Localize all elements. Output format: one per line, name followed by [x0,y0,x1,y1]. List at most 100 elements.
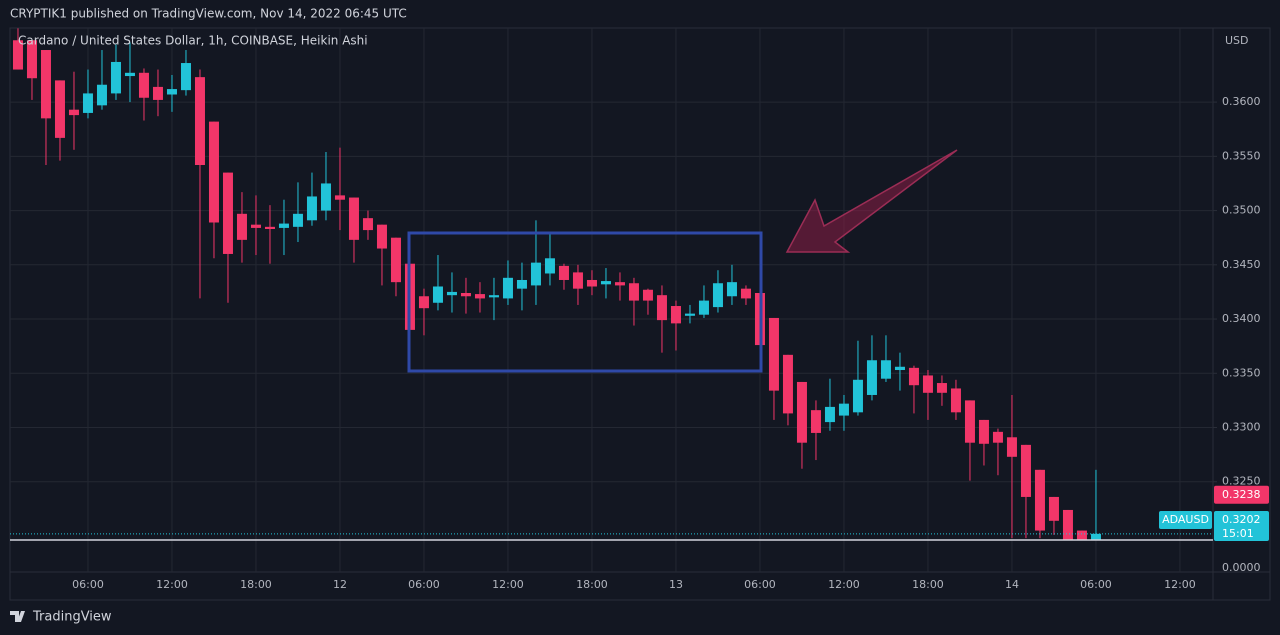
candle-body [810,410,821,433]
candle-body [530,262,541,286]
candle-body [936,383,947,393]
candle-body [992,431,1003,443]
candle-body [544,258,555,274]
arrow [785,149,958,253]
y-tick-label: 0.3350 [1222,366,1261,379]
candles [12,28,1101,540]
y-tick-label: 0.3450 [1222,258,1261,271]
candle-body [460,293,471,297]
x-tick-label: 12:00 [492,578,524,591]
last-price-label: 0.3202 [1222,513,1261,526]
candle-body [180,63,191,91]
candle-body [488,295,499,298]
candle-body [908,367,919,386]
candle-body [96,84,107,106]
candle-body [600,281,611,285]
candle-body [964,400,975,443]
x-tick-label: 06:00 [408,578,440,591]
candle-body [26,40,37,79]
candle-body [306,196,317,221]
chart-title: Cardano / United States Dollar, 1h, COIN… [18,34,368,48]
candle-body [712,283,723,308]
candle-body [642,289,653,301]
candle-body [110,61,121,94]
candle-body [166,89,177,95]
candle-body [1020,444,1031,497]
candle-body [586,279,597,287]
candle-body [628,283,639,301]
highlight-box [407,231,763,373]
currency: USD [1225,34,1249,47]
candle-body [334,195,345,200]
candle-body [824,406,835,423]
candle-body [418,296,429,309]
candle-body [656,295,667,321]
candle-body [670,306,681,324]
candle-body [558,265,569,280]
candle-body [852,379,863,413]
brand: TradingView [32,610,112,625]
y-tick-label: 0.3300 [1222,421,1261,434]
candle-body [1048,496,1059,521]
candle-body [474,294,485,299]
x-tick-label: 12:00 [156,578,188,591]
x-tick-label: 14 [1005,578,1019,591]
candle-body [292,213,303,227]
candle-body [740,288,751,299]
candle-body [698,300,709,315]
x-tick-label: 13 [669,578,683,591]
countdown-label: 15:01 [1222,527,1254,540]
y-tick-label: 0.3600 [1222,95,1261,108]
prev-price-tag [1214,485,1269,504]
candle-body [614,282,625,286]
candle-body [1090,533,1101,540]
symbol-label: ADAUSD [1162,513,1209,526]
x-tick-label: 12:00 [1164,578,1196,591]
candle-body [82,93,93,113]
y-tick-label: 0.3400 [1222,312,1261,325]
candle-body [390,237,401,283]
x-tick-label: 06:00 [72,578,104,591]
candle-body [320,183,331,211]
y-tick-label: 0.3250 [1222,475,1261,488]
candle-body [838,403,849,416]
candle-body [152,86,163,100]
candle-body [54,80,65,138]
last-price-tag [1214,511,1269,541]
candle-body [138,72,149,98]
candle-body [264,226,275,230]
candle-body [194,77,205,166]
candle-body [684,313,695,316]
y-tick-label: 0.3550 [1222,149,1261,162]
candle-body [1006,437,1017,457]
x-tick-label: 12:00 [828,578,860,591]
candle-body [250,224,261,228]
candle-body [446,291,457,296]
candle-body [376,224,387,249]
y-tick-label: 0.3500 [1222,204,1261,217]
candle-body [950,388,961,413]
candle-body [880,360,891,379]
frame [9,27,1271,601]
candle-body [726,282,737,297]
candle-body [894,366,905,371]
candle-body [782,354,793,414]
x-tick-label: 18:00 [240,578,272,591]
candle-body [236,213,247,240]
candle-body [278,223,289,228]
candle-body [796,381,807,443]
candle-body [1062,509,1073,540]
x-tick-label: 18:00 [576,578,608,591]
candle-body [572,272,583,289]
candle-body [222,172,233,254]
candle-body [124,72,135,77]
publisher: CRYPTIK1 published on TradingView.com, N… [10,7,407,21]
x-tick-label: 18:00 [912,578,944,591]
candle-body [362,218,373,231]
logo [10,611,25,622]
axis-floor-label: 0.0000 [1222,561,1261,574]
candle-body [866,360,877,395]
candle-body [922,375,933,393]
candle-body [40,50,51,119]
